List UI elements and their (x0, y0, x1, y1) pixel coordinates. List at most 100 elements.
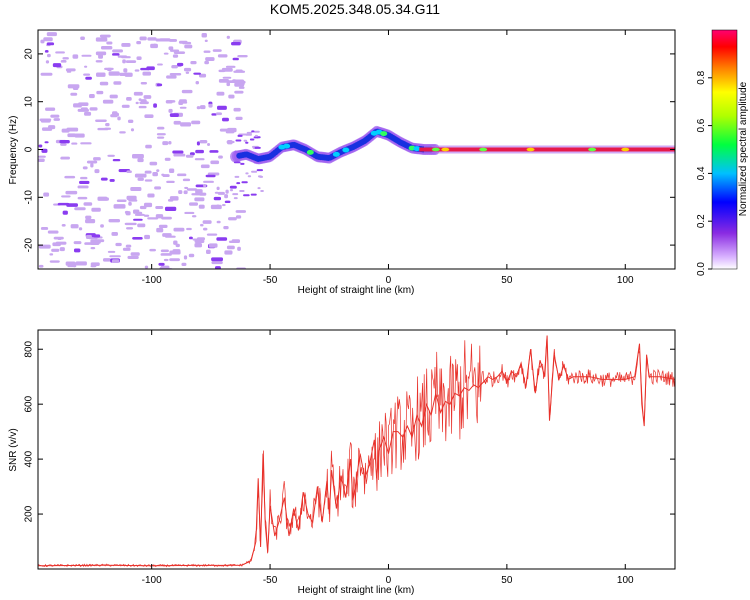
noise-speckle (199, 139, 208, 144)
noise-speckle (211, 113, 217, 116)
noise-speckle (84, 111, 92, 116)
noise-speckle (128, 199, 138, 202)
noise-speckle (157, 126, 165, 130)
noise-speckle (162, 233, 172, 237)
noise-speckle (234, 175, 240, 178)
track-highlight (342, 147, 350, 153)
noise-speckle (117, 55, 128, 58)
noise-speckle (204, 39, 208, 43)
noise-speckle (60, 143, 67, 146)
snr-xtick-label: -100 (142, 575, 162, 586)
noise-speckle (172, 54, 179, 58)
noise-speckle (160, 253, 172, 256)
noise-speckle (190, 61, 197, 65)
noise-speckle (226, 35, 230, 39)
noise-speckle (198, 204, 205, 209)
noise-speckle (143, 202, 153, 208)
noise-speckle (60, 60, 67, 63)
track-highlight (413, 146, 421, 152)
noise-speckle (208, 243, 218, 248)
noise-speckle (78, 227, 83, 231)
noise-speckle (202, 220, 212, 224)
noise-speckle (169, 250, 181, 255)
noise-speckle (154, 186, 162, 190)
noise-speckle (165, 100, 173, 104)
noise-speckle (111, 232, 118, 236)
noise-speckle (156, 227, 164, 233)
snr-frame (37, 329, 676, 570)
snr-series-jitter (38, 337, 675, 568)
noise-speckle (162, 141, 169, 146)
noise-speckle (53, 236, 64, 240)
noise-speckle (127, 119, 134, 124)
steady-highlight (621, 147, 630, 152)
noise-speckle (130, 128, 135, 132)
snr-ytick-label: 400 (24, 450, 35, 467)
noise-speckle (93, 239, 105, 243)
noise-speckle (245, 172, 249, 175)
noise-speckle (144, 234, 150, 240)
noise-speckle (64, 175, 76, 179)
noise-speckle (130, 187, 142, 191)
noise-speckle (250, 193, 257, 196)
noise-speckle (205, 174, 216, 178)
noise-speckle (226, 245, 235, 250)
noise-speckle (102, 99, 114, 104)
noise-speckle (191, 120, 201, 125)
noise-speckle (90, 163, 94, 168)
noise-speckle (90, 247, 96, 250)
noise-speckle (140, 82, 147, 85)
noise-speckle (85, 234, 92, 239)
noise-speckle (60, 157, 69, 160)
noise-speckle (67, 133, 76, 138)
noise-speckle (147, 193, 155, 198)
noise-speckle (217, 105, 227, 110)
noise-speckle (139, 205, 147, 210)
noise-speckle (73, 241, 82, 245)
noise-speckle (51, 248, 60, 252)
noise-speckle (73, 103, 82, 108)
noise-speckle (81, 54, 92, 57)
noise-speckle (207, 172, 220, 176)
noise-speckle (112, 159, 121, 162)
noise-speckle (95, 37, 108, 42)
noise-speckle (133, 218, 143, 221)
noise-speckle (167, 199, 174, 202)
noise-speckle (126, 96, 132, 101)
noise-speckle (210, 204, 222, 210)
noise-speckle (124, 222, 137, 226)
noise-speckle (183, 255, 188, 260)
noise-speckle (65, 261, 76, 266)
noise-speckle (188, 253, 195, 258)
noise-speckle (49, 253, 54, 256)
noise-speckle (132, 236, 143, 240)
noise-speckle (149, 248, 156, 252)
noise-speckle (142, 71, 152, 76)
noise-speckle (229, 188, 234, 192)
noise-speckle (216, 186, 220, 191)
noise-speckle (138, 105, 147, 109)
noise-speckle (100, 177, 108, 181)
noise-speckle (257, 175, 262, 178)
noise-speckle (194, 158, 205, 161)
noise-speckle (90, 241, 100, 245)
noise-speckle (173, 240, 178, 245)
noise-speckle (251, 130, 255, 133)
noise-speckle (235, 116, 243, 121)
track-highlight (306, 149, 314, 155)
noise-speckle (61, 223, 66, 227)
noise-speckle (155, 214, 164, 219)
spectrum-xtick-label: 50 (501, 275, 513, 286)
snr-panel: -100 -50 0 50 100 200 400 600 800 Height of str… (8, 329, 676, 596)
noise-speckle (222, 117, 229, 122)
noise-speckle (95, 60, 103, 63)
noise-speckle (45, 107, 56, 111)
noise-speckle (70, 224, 79, 229)
noise-speckle (62, 210, 68, 215)
noise-speckle (163, 52, 169, 55)
snr-ytick-label: 600 (24, 395, 35, 412)
noise-speckle (198, 73, 207, 78)
noise-speckle (77, 185, 89, 189)
noise-speckle (172, 150, 184, 154)
noise-speckle (204, 60, 209, 65)
